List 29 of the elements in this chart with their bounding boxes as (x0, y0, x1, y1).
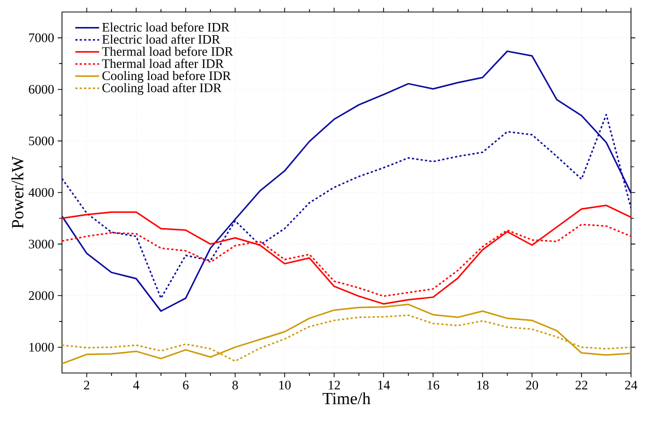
y-tick-label: 2000 (28, 291, 54, 300)
line-series (62, 204, 632, 305)
x-tick-label: 16 (428, 380, 440, 390)
legend-label: Thermal load before IDR (102, 46, 234, 56)
x-tick-label: 2 (84, 380, 90, 390)
legend-label: Electric load before IDR (102, 22, 230, 32)
x-tick-label: 14 (378, 380, 390, 390)
y-tick-label: 3000 (28, 240, 54, 248)
line-series (62, 304, 632, 364)
x-tick-label: 4 (133, 380, 140, 390)
y-tick-label: 7000 (29, 33, 54, 42)
legend-label: Cooling load after IDR (102, 82, 222, 95)
y-tick-label: 1000 (29, 342, 54, 352)
x-tick-label: 18 (477, 380, 489, 390)
x-tick-label: 20 (526, 380, 538, 390)
x-tick-label: 8 (232, 380, 238, 390)
y-tick-label: 5000 (29, 136, 54, 146)
legend-label: Cooling load before IDR (102, 70, 231, 83)
legend-label: Electric load after IDR (102, 34, 220, 44)
y-axis-title: Power/kW (11, 156, 24, 228)
x-tick-label: 22 (576, 380, 588, 390)
x-tick-label: 12 (328, 380, 340, 390)
y-tick-label: 4000 (28, 188, 54, 197)
y-tick-label: 6000 (28, 84, 54, 94)
legend-label: Thermal load after IDR (102, 58, 224, 68)
x-tick-label: 10 (279, 380, 291, 390)
x-axis-title: Time/h (322, 392, 370, 404)
x-tick-label: 6 (183, 380, 189, 390)
x-tick-label: 24 (625, 380, 638, 390)
